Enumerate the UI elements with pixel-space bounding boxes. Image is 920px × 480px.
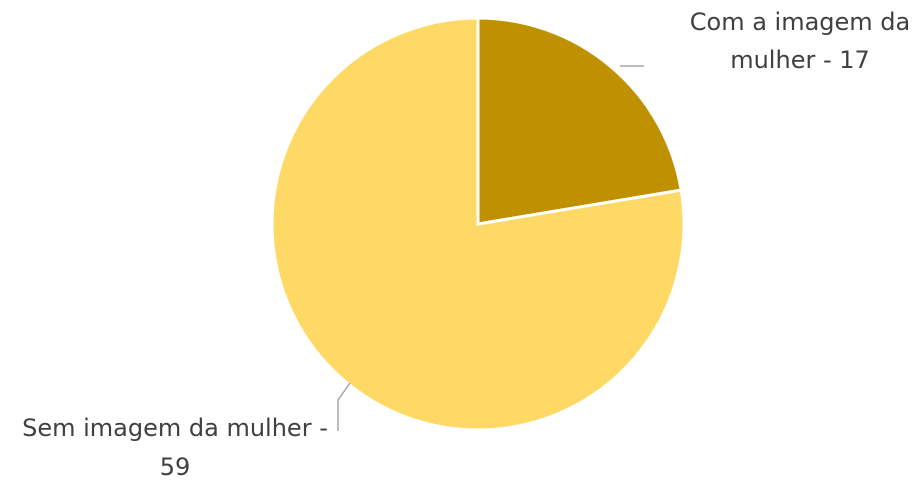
slice-labels: Com a imagem da mulher - 17 Sem imagem da …: [22, 8, 910, 480]
slice-label-line: 59: [160, 453, 191, 480]
pie-slice-1: [476, 16, 683, 226]
leader-lines: [337, 65, 644, 431]
slice-label-1: Com a imagem da mulher - 17: [690, 8, 911, 74]
leader-line-2: [337, 382, 351, 431]
slice-label-line: mulher - 17: [730, 46, 870, 74]
slice-label-line: Com a imagem da: [690, 8, 911, 36]
pie-slices: [270, 16, 686, 432]
slice-label-2: Sem imagem da mulher - 59: [22, 414, 328, 480]
pie-slice-2: [270, 16, 686, 432]
slice-label-line: Sem imagem da mulher -: [22, 414, 328, 442]
